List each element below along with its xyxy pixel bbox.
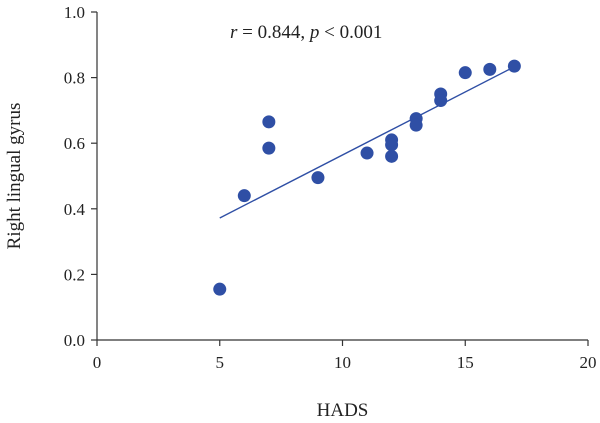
trendline-group [219,66,515,219]
y-axis-title: Right lingual gyrus [4,103,25,250]
data-point [434,94,448,108]
data-point [483,62,497,76]
data-point [311,171,325,185]
y-tick-label: 0.0 [64,331,85,350]
data-point [360,146,374,160]
annotation-p-value: < 0.001 [319,22,382,43]
data-point [458,66,472,80]
x-tick-label: 15 [457,353,474,372]
y-tick-label: 0.8 [64,69,85,88]
regression-line [219,66,515,219]
data-point [385,138,399,152]
x-tick-label: 20 [580,353,597,372]
data-point [262,141,276,155]
x-axis-title: HADS [317,400,369,421]
annotation-r-value: = 0.844, [237,22,309,43]
y-tick-label: 1.0 [64,3,85,22]
y-axis-ticks: 0.0 0.2 0.4 0.6 0.8 1.0 [64,3,97,350]
data-point [262,115,276,129]
data-point [409,118,423,132]
data-point [385,149,399,163]
annotation-r-symbol: r [230,22,238,43]
data-point [507,59,521,73]
data-point [213,282,227,296]
data-points [213,59,521,296]
x-axis-ticks: 0 5 10 15 20 [93,340,597,372]
y-tick-label: 0.4 [64,200,86,219]
x-tick-label: 5 [216,353,225,372]
data-point [237,189,251,203]
x-tick-label: 10 [334,353,351,372]
annotation-p-symbol: p [308,22,320,43]
x-tick-label: 0 [93,353,102,372]
y-tick-label: 0.2 [64,265,85,284]
correlation-annotation: r = 0.844, p < 0.001 [230,22,382,43]
y-tick-label: 0.6 [64,134,85,153]
